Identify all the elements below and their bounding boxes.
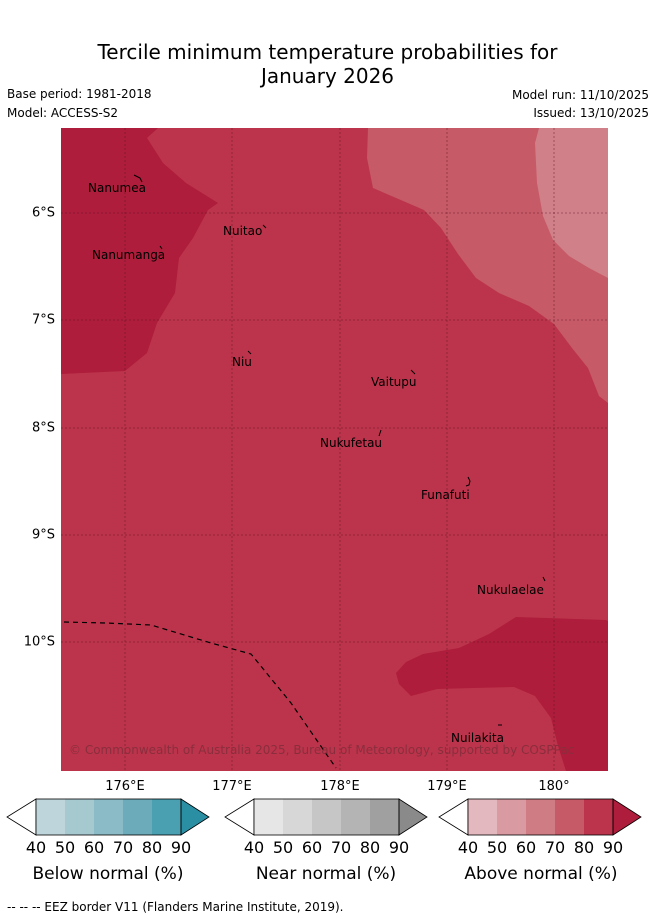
label-nuilakita: Nuilakita [451,731,504,745]
lon-label-177e: 177°E [212,779,252,794]
lat-label-8s: 8°S [31,420,55,436]
colorbar-tick-label: 90 [170,838,192,857]
copyright-notice: © Commonwealth of Australia 2025, Bureau… [69,743,575,757]
colorbar-outline [35,798,182,836]
probability-map: Nanumea Nuitao Nanumanga Niu Vaitupu Nuk… [61,128,608,771]
issued-date: Issued: 13/10/2025 [533,106,649,120]
colorbar-segment [312,799,341,835]
colorbar-segment [254,799,283,835]
label-nanumea: Nanumea [88,181,146,195]
legend-title-below: Below normal (%) [32,864,184,884]
colorbar-segment [65,799,94,835]
title-line-2: January 2026 [260,64,395,88]
colorbar-extend-low [438,798,469,836]
model-name: Model: ACCESS-S2 [7,106,119,120]
base-period: Base period: 1981-2018 [7,87,152,101]
island-niu [247,350,252,355]
colorbar-segment [283,799,312,835]
colorbar-below-normal [6,798,210,836]
label-nukufetau: Nukufetau [320,436,382,450]
label-nuitao: Nuitao [223,224,262,238]
colorbar-segment [94,799,123,835]
lon-label-176e: 176°E [105,779,145,794]
colorbar-extend-high [612,798,642,836]
island-nanumea [133,174,143,183]
colorbar-segment [152,799,181,835]
region-80-percent-northwest [61,128,218,374]
colorbar-outline [253,798,400,836]
map-title: Tercile minimum temperature probabilitie… [0,40,655,88]
island-nukulaelae [542,576,546,582]
eez-border [63,621,337,769]
label-niu: Niu [232,355,252,369]
colorbar-tick-label: 40 [243,838,265,857]
colorbar-segment [468,799,497,835]
label-funafuti: Funafuti [421,488,470,502]
label-nanumanga: Nanumanga [92,248,165,262]
eez-footnote: -- -- -- EEZ border V11 (Flanders Marine… [7,900,344,914]
lat-label-9s: 9°S [31,527,55,543]
colorbar-tick-label: 60 [83,838,105,857]
island-vaitupu [410,369,416,375]
colorbar-tick-label: 70 [330,838,352,857]
colorbar-segment [497,799,526,835]
colorbar-extend-high [398,798,428,836]
colorbar-near-normal [224,798,428,836]
colorbar-tick-label: 50 [272,838,294,857]
lat-label-7s: 7°S [31,312,55,328]
lon-label-179e: 179°E [427,779,467,794]
colorbar-segment [341,799,370,835]
colorbar-tick-label: 90 [602,838,624,857]
colorbar-tick-label: 50 [486,838,508,857]
legend-title-above: Above normal (%) [464,864,618,884]
islands [133,174,546,726]
colorbar-tick-label: 70 [112,838,134,857]
lon-label-178e: 178°E [320,779,360,794]
colorbar-above-normal [438,798,642,836]
label-vaitupu: Vaitupu [371,375,417,389]
label-nukulaelae: Nukulaelae [477,583,544,597]
colorbar-tick-label: 80 [573,838,595,857]
lon-label-180: 180° [538,779,570,794]
lat-label-10s: 10°S [23,634,55,650]
colorbar-extend-low [6,798,37,836]
colorbar-tick-label: 60 [515,838,537,857]
colorbar-tick-label: 50 [54,838,76,857]
region-80-percent-southeast [396,617,608,771]
colorbar-tick-label: 80 [359,838,381,857]
colorbar-segment [370,799,399,835]
lat-label-6s: 6°S [31,205,55,221]
island-funafuti [465,476,471,487]
region-50-percent [535,128,608,278]
graticule [61,128,608,771]
island-nanumanga [159,245,163,250]
colorbar-tick-label: 60 [301,838,323,857]
island-nuitao [262,224,267,229]
colorbar-tick-label: 80 [141,838,163,857]
model-run: Model run: 11/10/2025 [511,88,649,102]
colorbar-extend-high [180,798,210,836]
legend-title-near: Near normal (%) [255,864,397,884]
colorbar-tick-label: 40 [25,838,47,857]
colorbar-outline [467,798,614,836]
colorbar-segment [36,799,65,835]
colorbar-segment [526,799,555,835]
colorbar-tick-label: 90 [388,838,410,857]
colorbar-tick-label: 70 [544,838,566,857]
colorbar-segment [584,799,613,835]
colorbar-segment [123,799,152,835]
colorbar-extend-low [224,798,255,836]
title-line-1: Tercile minimum temperature probabilitie… [97,40,558,64]
colorbar-tick-label: 40 [457,838,479,857]
island-nukufetau [378,429,382,437]
colorbar-segment [555,799,584,835]
